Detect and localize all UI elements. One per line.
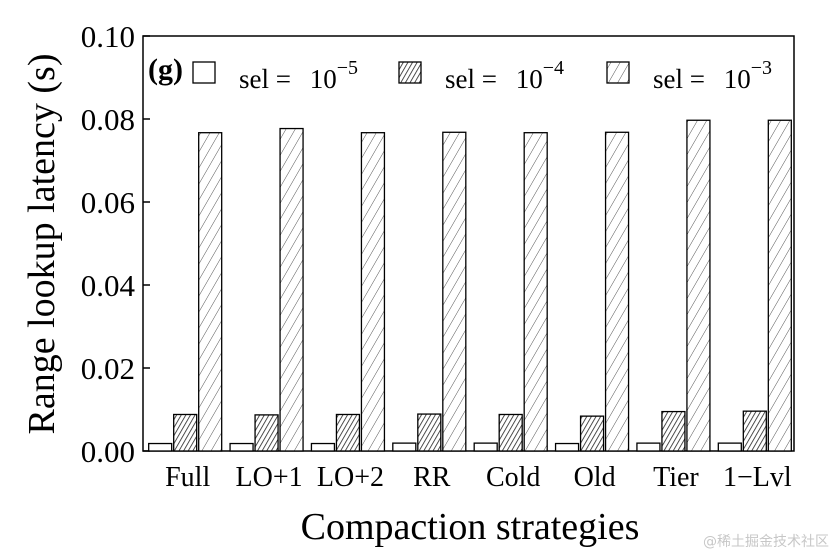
legend-label-3: sel = 10−3 — [653, 57, 772, 94]
legend-base: 10 — [310, 64, 337, 94]
bar-full-series-1 — [148, 442, 173, 452]
bar-1lvl-series-1 — [717, 442, 742, 452]
x-tick-label: LO+2 — [317, 462, 384, 493]
y-tick-label: 0.08 — [81, 102, 135, 137]
bar-full-series-2 — [173, 413, 198, 452]
y-axis-label: Range lookup latency (s) — [21, 54, 63, 435]
bar-full-series-3 — [198, 132, 223, 452]
bar-lo2-series-2 — [335, 413, 361, 452]
bar-rr-series-3 — [442, 131, 467, 452]
y-tick-label: 0.04 — [81, 268, 136, 303]
legend-label-1: sel = 10−5 — [239, 57, 358, 94]
bar-old-series-1 — [554, 442, 580, 452]
bar-1lvl-series-2 — [742, 410, 767, 452]
x-tick-label: LO+1 — [236, 462, 303, 493]
x-tick-label: Tier — [653, 462, 699, 493]
bar-lo1-series-3 — [279, 127, 304, 452]
y-tick-label: 0.00 — [81, 434, 135, 469]
y-tick-label: 0.10 — [81, 19, 135, 54]
bar-tier-series-1 — [636, 442, 661, 452]
bar-rr-series-2 — [417, 413, 442, 452]
bar-rr-series-1 — [392, 442, 417, 452]
bar-lo1-series-1 — [229, 442, 254, 452]
bar-tier-series-2 — [661, 410, 686, 452]
bar-lo1-series-2 — [254, 414, 279, 452]
legend-exponent: −5 — [337, 57, 358, 79]
legend-swatch-2 — [398, 61, 422, 84]
x-axis-label: Compaction strategies — [301, 506, 640, 548]
legend-exponent: −3 — [751, 57, 772, 79]
bar-cold-series-1 — [473, 442, 498, 452]
x-tick-label: Full — [165, 462, 210, 493]
y-tick-label: 0.06 — [81, 185, 135, 220]
legend-base: 10 — [724, 64, 751, 94]
x-tick-label: Old — [574, 462, 616, 493]
bar-lo2-series-1 — [310, 442, 336, 452]
legend: sel = 10−5 sel = 10−4 sel = 10−3 — [192, 57, 772, 94]
bar-cold-series-2 — [498, 413, 523, 452]
legend-prefix: sel = — [239, 64, 298, 94]
y-axis: 0.00 0.02 0.04 0.06 0.08 0.10 — [81, 19, 150, 469]
bar-old-series-2 — [579, 415, 605, 452]
bar-cold-series-3 — [523, 132, 548, 452]
x-tick-label: RR — [413, 462, 451, 493]
bar-lo2-series-3 — [360, 132, 386, 452]
legend-swatch-1 — [192, 61, 216, 84]
legend-label-2: sel = 10−4 — [445, 57, 564, 94]
legend-exponent: −4 — [543, 57, 564, 79]
x-axis-ticks: Full LO+1 LO+2 RR Cold Old Tier 1−Lvl — [165, 462, 792, 493]
panel-label: (g) — [148, 53, 183, 86]
bar-old-series-3 — [604, 131, 630, 452]
plot-frame — [142, 35, 795, 452]
x-tick-label: 1−Lvl — [723, 462, 792, 493]
bar-1lvl-series-3 — [767, 119, 792, 452]
y-tick-label: 0.02 — [81, 351, 135, 386]
bar-tier-series-3 — [686, 119, 711, 452]
legend-base: 10 — [516, 64, 543, 94]
x-tick-label: Cold — [486, 462, 540, 493]
legend-prefix: sel = — [445, 64, 504, 94]
legend-prefix: sel = — [653, 64, 712, 94]
watermark: @稀土掘金技术社区 — [703, 534, 829, 550]
bars — [148, 119, 792, 452]
legend-swatch-3 — [606, 61, 630, 84]
